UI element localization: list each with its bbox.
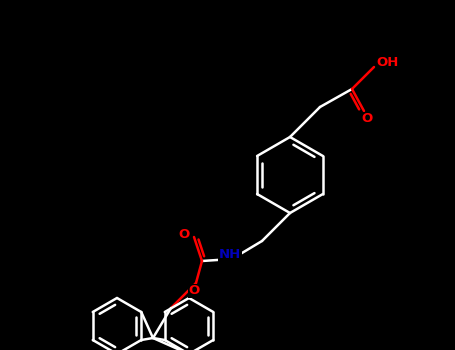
Text: O: O [361,112,373,126]
Text: NH: NH [219,248,241,261]
Text: OH: OH [377,56,399,69]
Text: O: O [188,285,200,297]
Text: O: O [178,229,190,241]
